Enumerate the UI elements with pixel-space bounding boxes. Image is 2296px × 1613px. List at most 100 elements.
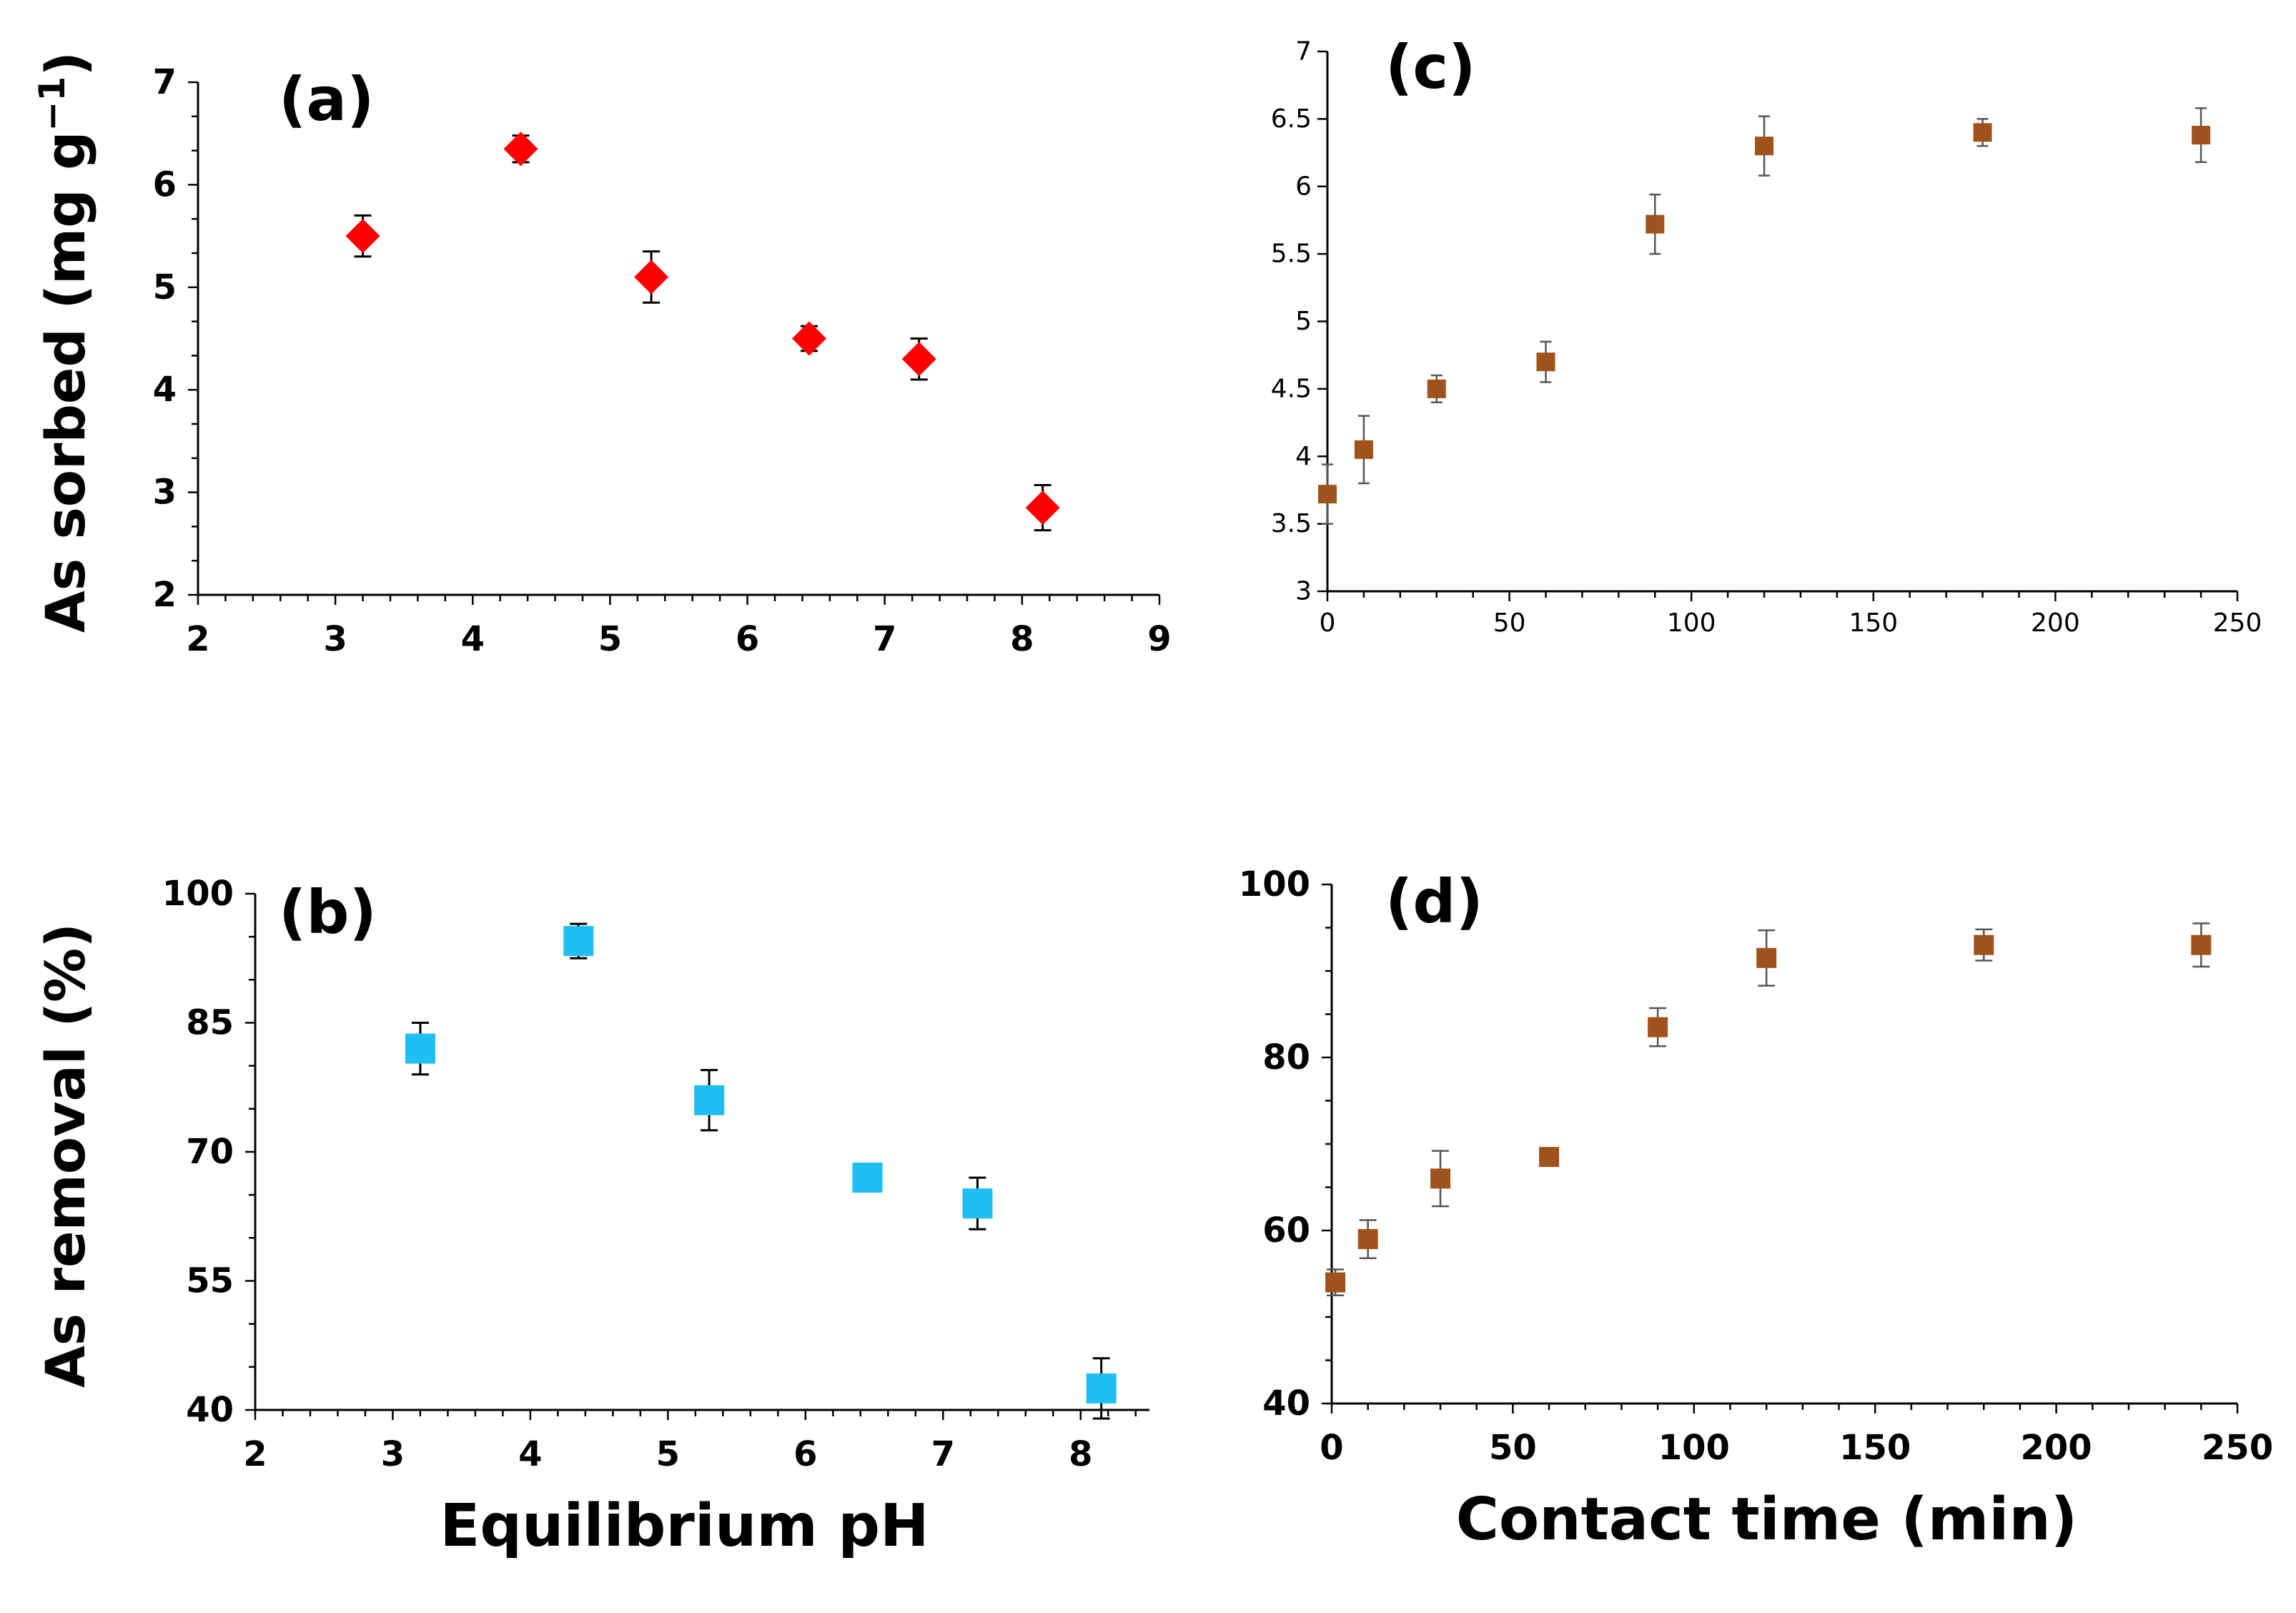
x-tick-label: 150 — [1839, 1428, 1911, 1468]
square-marker — [2191, 934, 2212, 955]
y-tick-label: 5 — [1295, 307, 1312, 336]
x-tick-label: 2 — [186, 619, 209, 659]
data-point — [1646, 193, 1665, 255]
data-point — [1318, 463, 1337, 525]
square-marker — [1427, 379, 1446, 398]
y-tick-label: 3 — [1295, 577, 1312, 606]
data-point — [1325, 1268, 1346, 1296]
x-tick-label: 3 — [323, 619, 347, 659]
diamond-marker — [901, 342, 936, 377]
data-point — [1536, 340, 1555, 383]
data-point — [901, 337, 936, 381]
data-point — [503, 132, 538, 167]
y-tick-label: 5.5 — [1271, 240, 1312, 269]
x-axis-title: Equilibrium pH — [440, 1492, 929, 1560]
y-tick-label: 4 — [1295, 442, 1312, 471]
chart-panel-c: 0 50 100 150 200 250 3 3.5 4 4.5 5 5.5 6 6.5 7 (c) — [1271, 32, 2262, 638]
square-marker — [1646, 214, 1665, 234]
x-tick-label: 7 — [873, 619, 896, 659]
x-tick-label: 8 — [1069, 1434, 1092, 1474]
y-axis-title-main: As sorbed (mg g — [34, 131, 97, 632]
square-marker — [563, 926, 594, 957]
data-point — [1756, 929, 1777, 987]
diamond-marker — [503, 132, 538, 167]
data-point — [405, 1022, 435, 1076]
data-point — [1357, 1219, 1378, 1259]
data-point — [792, 321, 827, 356]
x-tick-label: 200 — [2031, 608, 2080, 638]
data-point — [1973, 118, 1992, 147]
y-tick-label: 6 — [153, 164, 177, 204]
y-tick-label: 40 — [1262, 1383, 1310, 1424]
x-tick-label: 8 — [1010, 619, 1034, 659]
x-tick-label: 4 — [461, 619, 485, 659]
data-point — [962, 1176, 993, 1230]
square-marker — [694, 1085, 725, 1115]
x-tick-label: 3 — [381, 1434, 405, 1474]
x-tick-label: 150 — [1849, 608, 1898, 638]
square-marker — [1318, 485, 1337, 504]
x-tick-label: 6 — [736, 619, 759, 659]
data-point — [2191, 922, 2212, 968]
square-marker — [1536, 352, 1555, 372]
square-marker — [1973, 123, 1992, 142]
y-tick-label: 7 — [1295, 37, 1312, 66]
square-marker — [1354, 440, 1373, 459]
square-marker — [1430, 1168, 1451, 1189]
data-point — [563, 922, 594, 960]
x-tick-label: 5 — [598, 619, 622, 659]
y-tick-label: 80 — [1262, 1037, 1310, 1077]
y-tick-label: 7 — [153, 62, 177, 102]
x-tick-label: 100 — [1667, 608, 1716, 638]
square-marker — [1539, 1147, 1560, 1168]
y-axis-title-superscript: −1 — [31, 77, 73, 132]
x-tick-label: 9 — [1147, 619, 1171, 659]
x-axis-title: Contact time (min) — [1456, 1486, 2078, 1554]
x-tick-label: 50 — [1489, 1428, 1537, 1468]
y-tick-label: 6 — [1295, 172, 1312, 201]
square-marker — [1325, 1272, 1346, 1293]
square-marker — [1357, 1229, 1378, 1250]
x-tick-label: 250 — [2202, 1428, 2273, 1468]
panel-label: (b) — [279, 877, 377, 947]
chart-panel-a: 2 3 4 5 6 7 8 9 2 3 4 5 6 7 (a) As sorbed (mg g−1) — [31, 51, 1172, 659]
y-tick-label: 2 — [153, 575, 177, 615]
data-point — [1539, 1147, 1560, 1168]
panel-label: (a) — [279, 64, 374, 134]
x-tick-label: 6 — [793, 1434, 817, 1474]
square-marker — [1756, 947, 1777, 968]
square-marker — [2192, 126, 2211, 145]
square-marker — [962, 1188, 993, 1219]
y-tick-label: 85 — [186, 1003, 234, 1043]
data-point — [1427, 374, 1446, 403]
data-point — [634, 250, 669, 304]
data-point — [1648, 1007, 1668, 1047]
y-tick-label: 100 — [1239, 864, 1310, 904]
x-tick-label: 5 — [656, 1434, 680, 1474]
chart-panel-d: 0 50 100 150 200 250 40 60 80 100 (d) Contact time … — [1239, 864, 2273, 1554]
square-marker — [852, 1163, 883, 1193]
y-tick-label: 6.5 — [1271, 104, 1312, 134]
y-axis-title: As sorbed (mg g−1) — [31, 51, 97, 633]
x-tick-label: 200 — [2020, 1428, 2092, 1468]
data-point — [1974, 928, 1994, 962]
x-tick-label: 7 — [931, 1434, 955, 1474]
x-tick-label: 250 — [2213, 608, 2262, 638]
y-tick-label: 100 — [162, 874, 234, 914]
square-marker — [405, 1033, 435, 1064]
data-point — [2192, 107, 2211, 164]
x-tick-label: 0 — [1320, 608, 1336, 638]
data-point — [852, 1163, 883, 1193]
x-tick-label: 4 — [518, 1434, 542, 1474]
square-marker — [1755, 137, 1774, 156]
square-marker — [1086, 1373, 1117, 1404]
square-marker — [1974, 934, 1994, 955]
panel-label: (d) — [1385, 867, 1483, 937]
y-tick-label: 55 — [186, 1261, 234, 1301]
x-tick-label: 0 — [1320, 1428, 1343, 1468]
y-axis-title-main: As removal (%) — [34, 923, 97, 1388]
y-tick-label: 5 — [153, 267, 177, 307]
chart-panel-b: 2 3 4 5 6 7 8 40 55 70 85 100 (b) Equilibrium pH As re… — [34, 874, 1149, 1560]
y-tick-label: 4 — [153, 370, 177, 410]
data-point — [694, 1069, 725, 1132]
